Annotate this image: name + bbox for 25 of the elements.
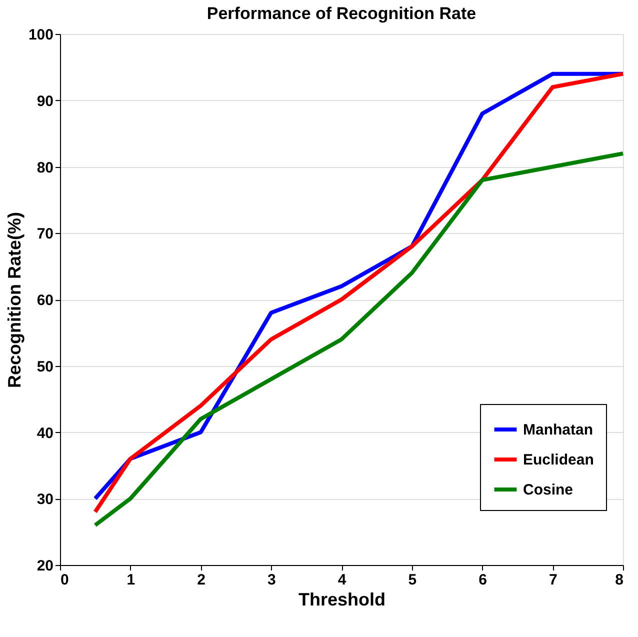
y-tick-label: 30: [36, 491, 54, 508]
x-tick-label: 4: [338, 572, 347, 588]
y-tick-label: 20: [36, 558, 54, 574]
y-tick-label: 60: [36, 292, 54, 309]
legend-label: Manhatan: [523, 422, 594, 438]
y-tick-label: 80: [36, 159, 54, 176]
legend-label: Euclidean: [523, 452, 594, 468]
x-tick-label: 0: [60, 572, 69, 588]
y-tick-label: 50: [36, 358, 54, 376]
y-axis-title: Recognition Rate(%): [4, 212, 24, 388]
x-axis-title: Threshold: [298, 590, 386, 610]
line-series: [93, 151, 625, 528]
y-tick-label: 40: [36, 424, 54, 442]
y-tick-label: 70: [36, 226, 54, 243]
x-tick-label: 3: [267, 572, 276, 588]
x-tick-label: 5: [408, 572, 417, 588]
x-tick-label: 6: [478, 572, 487, 588]
legend-label: Cosine: [523, 482, 574, 498]
y-tick-label: 90: [36, 92, 54, 110]
y-tick-label: 100: [28, 26, 54, 44]
x-tick-label: 8: [615, 572, 624, 588]
chart-title: Performance of Recognition Rate: [206, 4, 476, 23]
x-tick-label: 2: [197, 572, 206, 588]
x-tick-label: 1: [126, 572, 136, 588]
x-tick-label: 7: [548, 572, 558, 588]
